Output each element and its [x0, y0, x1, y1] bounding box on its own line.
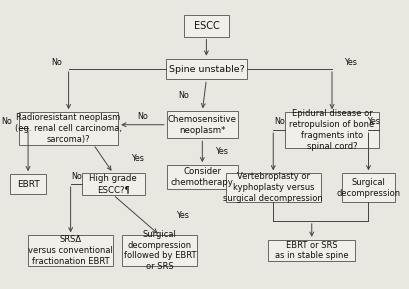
Text: Surgical
decompression
followed by EBRT
or SRS: Surgical decompression followed by EBRT … [123, 230, 196, 271]
FancyBboxPatch shape [122, 235, 197, 266]
FancyBboxPatch shape [184, 15, 228, 37]
FancyBboxPatch shape [10, 174, 46, 194]
FancyBboxPatch shape [342, 173, 394, 202]
FancyBboxPatch shape [166, 165, 237, 188]
Text: No: No [51, 58, 62, 67]
Text: Yes: Yes [343, 58, 356, 67]
FancyBboxPatch shape [267, 240, 355, 261]
FancyBboxPatch shape [19, 112, 118, 144]
Text: No: No [137, 112, 148, 121]
FancyBboxPatch shape [28, 235, 113, 266]
Text: EBRT: EBRT [17, 179, 39, 188]
Text: Chemosensitive
neoplasm*: Chemosensitive neoplasm* [167, 115, 236, 135]
FancyBboxPatch shape [81, 173, 144, 195]
Text: No: No [178, 91, 189, 100]
Text: Vertebroplasty or
kyphoplasty versus
surgical decompression: Vertebroplasty or kyphoplasty versus sur… [223, 173, 322, 203]
Text: No: No [273, 117, 284, 126]
FancyBboxPatch shape [225, 173, 320, 202]
Text: Yes: Yes [215, 147, 228, 156]
Text: No: No [71, 172, 81, 181]
Text: EBRT or SRS
as in stable spine: EBRT or SRS as in stable spine [274, 241, 348, 260]
Text: Radioresistant neoplasm
(eg. renal cell carcinoma,
sarcoma)?: Radioresistant neoplasm (eg. renal cell … [15, 113, 122, 144]
Text: Yes: Yes [175, 211, 188, 220]
FancyBboxPatch shape [166, 59, 246, 79]
Text: Yes: Yes [131, 154, 144, 163]
Text: No: No [1, 117, 12, 126]
Text: Yes: Yes [366, 117, 379, 126]
Text: Surgical
decompression: Surgical decompression [336, 178, 400, 197]
Text: High grade
ESCC?¶: High grade ESCC?¶ [89, 174, 137, 194]
Text: SRSΔ
versus conventional
fractionation EBRT: SRSΔ versus conventional fractionation E… [28, 235, 113, 266]
Text: Spine unstable?: Spine unstable? [168, 64, 244, 73]
Text: ESCC: ESCC [193, 21, 219, 31]
Text: Epidural disease or
retropulsion of bone
fragments into
spinal cord?: Epidural disease or retropulsion of bone… [289, 110, 374, 151]
Text: Consider
chemotherapy: Consider chemotherapy [171, 167, 233, 187]
FancyBboxPatch shape [166, 111, 237, 138]
FancyBboxPatch shape [285, 112, 378, 148]
